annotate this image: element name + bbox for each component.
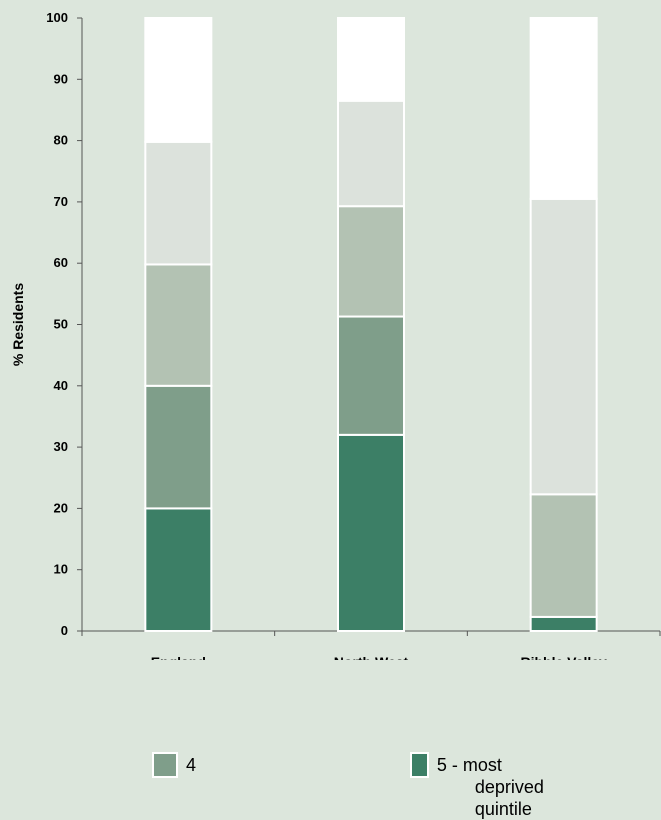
bar-segment bbox=[529, 493, 598, 618]
legend-item-5: 5 - most deprived quintile bbox=[410, 752, 551, 820]
y-tick-label: 50 bbox=[54, 317, 68, 332]
y-tick-label: 80 bbox=[54, 133, 68, 148]
chart-bars bbox=[144, 17, 598, 633]
x-category-label: Ribble Valley bbox=[520, 654, 607, 660]
y-tick-label: 100 bbox=[46, 10, 68, 25]
y-tick-label: 0 bbox=[61, 623, 68, 638]
x-category-label: North West bbox=[334, 654, 409, 660]
bar-segment bbox=[337, 17, 405, 102]
y-tick-label: 70 bbox=[54, 194, 68, 209]
bar-segment bbox=[144, 263, 213, 387]
bar-segment bbox=[337, 99, 405, 208]
legend-swatch-5 bbox=[410, 752, 429, 778]
legend-label-5: 5 - most deprived quintile bbox=[437, 752, 551, 820]
stacked-bar-chart: 0 10 20 30 40 50 60 70 80 90 100 % Residents England… bbox=[10, 10, 661, 660]
legend-label-5-line1: 5 - most bbox=[436, 755, 502, 775]
y-tick-label: 60 bbox=[54, 255, 68, 270]
bar-segment bbox=[144, 507, 213, 632]
y-axis-title: % Residents bbox=[10, 283, 26, 366]
legend-label-4: 4 bbox=[186, 755, 197, 775]
bar-segment bbox=[144, 17, 213, 143]
bar-segment bbox=[144, 140, 213, 266]
x-category-label: England bbox=[151, 654, 206, 660]
bar-segment bbox=[337, 315, 405, 436]
legend-item-4: 4 bbox=[152, 752, 196, 778]
legend-label-5-line2: deprived quintile bbox=[474, 777, 544, 819]
bar-segment bbox=[529, 17, 598, 200]
y-tick-label: 90 bbox=[54, 71, 68, 86]
bar-segment bbox=[144, 384, 213, 510]
y-tick-label: 20 bbox=[54, 500, 68, 515]
bar-segment bbox=[529, 197, 598, 496]
y-tick-label: 30 bbox=[54, 439, 68, 454]
y-tick-label: 40 bbox=[54, 378, 68, 393]
bar-segment bbox=[529, 615, 598, 633]
bar-segment bbox=[337, 433, 405, 632]
y-tick-label: 10 bbox=[54, 562, 68, 577]
legend-swatch-4 bbox=[152, 752, 178, 778]
bar-segment bbox=[337, 205, 405, 318]
chart-labels: 0 10 20 30 40 50 60 70 80 90 100 % Residents England… bbox=[10, 10, 607, 660]
